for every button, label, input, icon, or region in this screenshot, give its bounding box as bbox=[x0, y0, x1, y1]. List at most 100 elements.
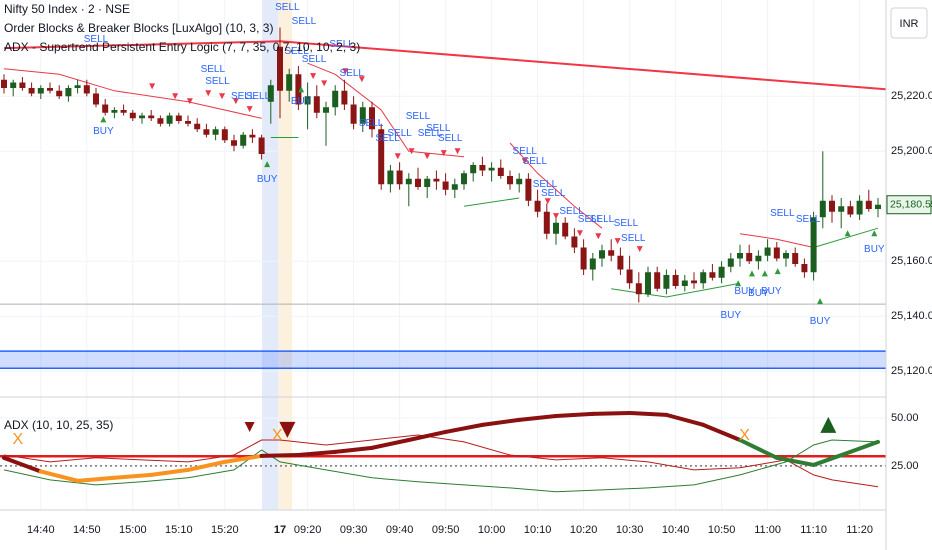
adx-segment bbox=[2, 455, 43, 474]
candle-body bbox=[810, 217, 817, 273]
x-tick-label: 15:00 bbox=[119, 524, 147, 536]
candle-body bbox=[258, 137, 265, 154]
buy-marker bbox=[264, 161, 271, 168]
signal-label: SELL bbox=[770, 208, 795, 219]
signal-label: SELL bbox=[359, 118, 384, 129]
candle-body bbox=[792, 253, 799, 264]
candle-body bbox=[203, 129, 210, 135]
candle-body bbox=[838, 206, 845, 212]
candle-body bbox=[488, 167, 495, 171]
signal-label: BUY bbox=[761, 286, 782, 297]
candle-body bbox=[194, 123, 201, 130]
x-tick-label: 11:00 bbox=[754, 524, 781, 536]
signal-label: SELL bbox=[292, 16, 317, 27]
candle-body bbox=[865, 200, 872, 209]
signal-label: BUY bbox=[748, 288, 769, 299]
candle-body bbox=[497, 167, 504, 176]
candle-body bbox=[267, 85, 274, 102]
sell-marker bbox=[246, 106, 253, 113]
signal-label: SELL bbox=[541, 188, 566, 199]
adx-segment bbox=[701, 422, 742, 442]
currency[interactable]: INR bbox=[900, 18, 919, 30]
adx-segment bbox=[664, 412, 706, 427]
signal-label: SELL bbox=[533, 179, 558, 190]
candle-body bbox=[332, 90, 339, 108]
candle-body bbox=[249, 134, 256, 138]
candle-body bbox=[424, 178, 431, 187]
candle-body bbox=[819, 200, 826, 218]
candle-body bbox=[83, 85, 90, 94]
price-pane: SELLSELLSELLSELLSELLSELLSELLSELLSELLSELL… bbox=[0, 0, 888, 510]
signal-label: SELL bbox=[387, 128, 412, 139]
currency-box[interactable] bbox=[890, 7, 928, 39]
y-tick-label: 50.00 bbox=[891, 412, 919, 424]
signal-label: SELL bbox=[205, 76, 230, 87]
candle-body bbox=[56, 90, 63, 97]
signal-label: BUY bbox=[810, 316, 831, 327]
x-tick-label: 10:30 bbox=[616, 524, 644, 536]
sell-marker bbox=[544, 198, 551, 205]
candle-body bbox=[65, 88, 72, 97]
signal-label: SELL bbox=[621, 233, 646, 244]
x-tick-label: 10:10 bbox=[524, 524, 552, 536]
candle-body bbox=[28, 88, 35, 94]
candle-body bbox=[764, 247, 771, 256]
candle-body bbox=[231, 140, 237, 146]
adx-segment bbox=[149, 467, 190, 477]
adx-segment bbox=[554, 411, 595, 419]
y-tick-label: 25,120.00 bbox=[891, 365, 932, 377]
sell-marker bbox=[321, 80, 328, 87]
candle-body bbox=[304, 96, 311, 105]
candle-body bbox=[829, 200, 835, 212]
signal-label: SELL bbox=[438, 133, 463, 144]
signal-label: SELL bbox=[284, 46, 309, 57]
signal-label: SELL bbox=[523, 156, 548, 167]
sell-marker bbox=[454, 148, 461, 155]
signal-label: SELL bbox=[614, 218, 639, 229]
signal-label: BUY bbox=[864, 244, 885, 255]
candle-body bbox=[451, 184, 458, 190]
sell-marker bbox=[310, 73, 317, 80]
adx-segment bbox=[222, 453, 264, 464]
candle-body bbox=[562, 222, 569, 237]
candle-body bbox=[93, 93, 99, 105]
signal-label: SELL bbox=[329, 39, 354, 50]
candle-body bbox=[709, 272, 716, 278]
sell-marker bbox=[440, 150, 447, 157]
x-tick-label: 10:20 bbox=[570, 524, 598, 536]
candle-body bbox=[737, 253, 743, 259]
buy-marker bbox=[298, 86, 305, 93]
candle-body bbox=[681, 280, 688, 286]
candle-body bbox=[396, 170, 403, 185]
buy-marker bbox=[817, 298, 824, 305]
candle-body bbox=[323, 107, 329, 113]
x-tick-label: 14:40 bbox=[27, 524, 55, 536]
sell-marker bbox=[424, 153, 431, 160]
sell-marker bbox=[149, 83, 156, 90]
buy-marker bbox=[761, 270, 768, 277]
signal-label: SELL bbox=[246, 91, 271, 102]
price-axis: 25,120.00 25,140.00 25,160.00 25,200.00 25,2… bbox=[886, 90, 932, 472]
candle-body bbox=[534, 200, 541, 212]
candle-body bbox=[212, 129, 219, 135]
adx-segment bbox=[627, 410, 669, 417]
x-tick-label: 15:10 bbox=[165, 524, 193, 536]
sell-marker bbox=[186, 98, 193, 105]
adx-segment bbox=[406, 429, 448, 442]
candle-body bbox=[1, 79, 7, 88]
candle-body bbox=[166, 115, 173, 124]
candle-body bbox=[442, 181, 449, 190]
sell-marker bbox=[172, 93, 179, 100]
signal-label: SELL bbox=[418, 128, 443, 139]
candle-body bbox=[120, 110, 127, 113]
session-band bbox=[262, 0, 278, 510]
candle-body bbox=[19, 82, 26, 88]
candle-body bbox=[240, 134, 247, 146]
candle-body bbox=[773, 247, 780, 259]
adx-segment bbox=[480, 417, 522, 427]
sell-marker bbox=[394, 153, 401, 160]
candle-body bbox=[37, 88, 44, 94]
cross-annotation: X bbox=[12, 431, 23, 448]
candle-body bbox=[10, 82, 17, 88]
